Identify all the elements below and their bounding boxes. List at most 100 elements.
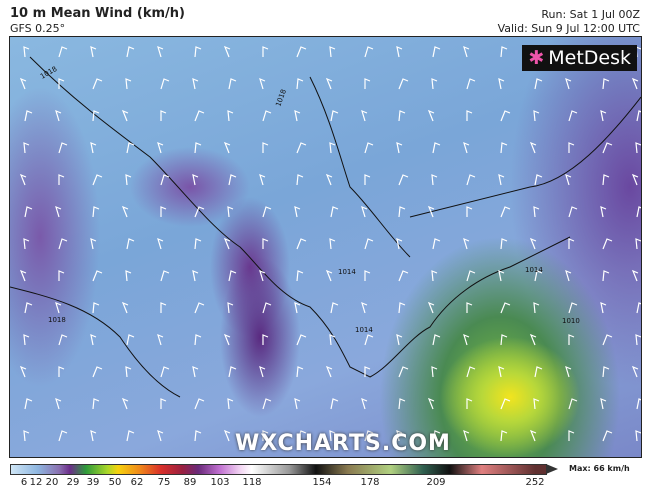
wind-barb (529, 333, 537, 346)
coastline (10, 286, 181, 398)
wind-barb (534, 270, 543, 282)
wind-barb (126, 334, 135, 346)
wind-barb (90, 430, 97, 442)
wind-barb (466, 302, 473, 313)
wind-barb (602, 270, 610, 282)
wind-barb (228, 270, 237, 282)
wind-barb (157, 237, 164, 250)
wind-barb (636, 110, 641, 122)
wind-barb (228, 78, 237, 90)
wind-barb (463, 45, 470, 58)
wind-barb (565, 173, 572, 186)
border (309, 76, 411, 258)
wind-barb (227, 302, 234, 314)
isobar-label: 1018 (48, 316, 66, 324)
wind-barb (126, 142, 135, 154)
wind-barb (602, 334, 613, 346)
scale-tick-label: 154 (312, 477, 332, 488)
wind-barb (90, 334, 97, 346)
wind-barb (296, 174, 304, 186)
wind-barb (294, 110, 301, 122)
wind-barb (223, 333, 231, 346)
wind-barb (227, 206, 234, 218)
wind-barb (463, 429, 470, 442)
wind-barb (364, 142, 374, 154)
wind-barb (431, 270, 438, 282)
wind-barb (500, 206, 511, 218)
wind-barb (636, 302, 641, 314)
wind-barb (533, 110, 540, 122)
wind-barb (121, 397, 129, 410)
wind-barb (294, 302, 301, 314)
wind-barb (160, 366, 170, 378)
scale-tick-label: 89 (183, 477, 197, 488)
wind-barb (631, 77, 639, 90)
wind-barb (223, 237, 231, 250)
starburst-icon: ✱ (528, 47, 545, 69)
wind-barb (432, 46, 441, 58)
wind-barb (157, 333, 164, 346)
wind-barb (529, 141, 537, 154)
wind-barb (568, 142, 575, 153)
isobar-label: 1018 (274, 88, 288, 107)
scale-tick-label: 75 (157, 477, 171, 488)
wind-barb (262, 142, 269, 153)
isobar-label: 1018 (39, 65, 58, 81)
wind-barb (568, 206, 578, 218)
wind-barb (92, 78, 103, 90)
valid-time: Valid: Sun 9 Jul 12:00 UTC (497, 22, 640, 35)
wind-barb (565, 365, 572, 378)
metdesk-logo: ✱ MetDesk (522, 45, 637, 71)
scale-tick-label: 62 (130, 477, 144, 488)
wind-barb (126, 46, 135, 58)
wind-barb (361, 205, 368, 218)
wind-barb (602, 366, 610, 378)
wind-barb (602, 78, 610, 90)
wind-barb (529, 237, 537, 250)
wind-barb (364, 334, 374, 346)
wind-barb (259, 77, 266, 90)
wind-barb (635, 430, 641, 442)
wind-barb (431, 78, 438, 90)
scale-tick-label: 12 (29, 477, 43, 488)
chart-title: 10 m Mean Wind (km/h) (10, 6, 185, 21)
wind-barb (396, 334, 403, 346)
wind-barb (296, 430, 307, 442)
wind-barb (431, 366, 438, 378)
wind-barb (329, 334, 336, 346)
wind-barb (330, 398, 339, 410)
wind-barb (24, 110, 33, 122)
wind-barb (427, 109, 435, 122)
wind-barb (262, 430, 269, 441)
scale-extend-arrow (546, 464, 558, 474)
wind-barb (533, 302, 540, 314)
wind-barb (398, 270, 409, 282)
wind-barb (296, 270, 304, 282)
wind-barb (398, 78, 409, 90)
wind-barb (498, 270, 505, 282)
wind-barb (160, 270, 170, 282)
wind-barb (121, 109, 129, 122)
wind-barb (194, 206, 205, 218)
wind-map: 1018 1018 1018 1014 1014 1014 1010 ✱ MetD… (9, 36, 642, 458)
wind-barb (294, 398, 301, 410)
scale-tick-label: 252 (525, 477, 545, 488)
wind-barb (427, 301, 435, 314)
wind-barb (262, 334, 269, 345)
wind-barb (262, 238, 269, 249)
wind-barb (432, 430, 441, 442)
wind-barb (396, 238, 403, 250)
wind-barb (192, 366, 199, 378)
wind-barb (296, 46, 307, 58)
wind-barb (58, 46, 68, 58)
wind-barb (19, 365, 27, 378)
wind-barb (500, 430, 508, 442)
wind-barb (636, 398, 641, 410)
wind-barb (329, 142, 336, 154)
wind-barb (92, 302, 100, 314)
wind-barb (121, 205, 129, 218)
wind-barb (565, 269, 572, 282)
wind-barb (330, 302, 339, 314)
wind-barb (364, 270, 371, 281)
color-scale-bar (10, 464, 547, 475)
